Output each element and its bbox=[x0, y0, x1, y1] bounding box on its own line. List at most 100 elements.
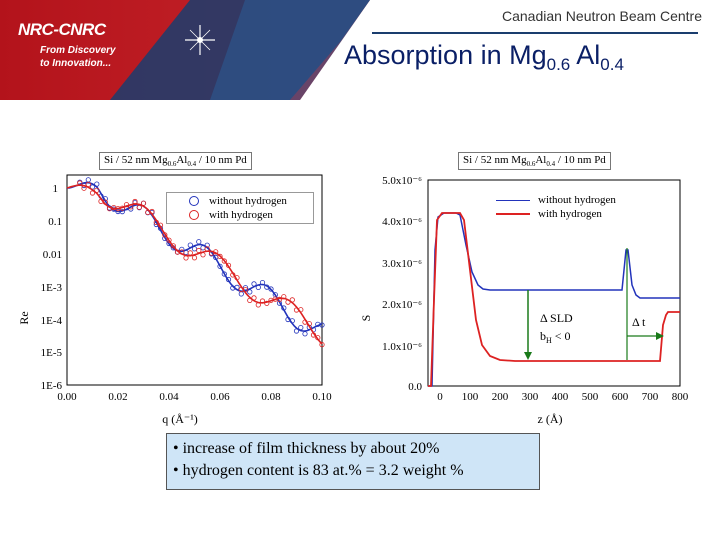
legend-label: with hydrogen bbox=[538, 208, 602, 220]
right-y-tick: 1.0x10⁻⁶ bbox=[382, 341, 422, 353]
with-hydrogen-point bbox=[136, 204, 142, 210]
with-hydrogen-point bbox=[319, 341, 325, 348]
annotation-bh-rest: < 0 bbox=[552, 329, 571, 343]
right-x-tick: 200 bbox=[492, 391, 509, 403]
notes-box: • increase of film thickness by about 20… bbox=[166, 433, 540, 490]
annotation-bh-letter: b bbox=[540, 329, 546, 343]
left-y-tick: 0.1 bbox=[48, 216, 62, 228]
annotation-bh-sub: H bbox=[546, 336, 552, 345]
left-title-sub: 0.4 bbox=[187, 160, 197, 169]
without-hydrogen-point bbox=[111, 206, 117, 212]
without-hydrogen-point bbox=[191, 246, 198, 252]
with-hydrogen-point bbox=[170, 243, 176, 249]
right-x-tick: 100 bbox=[462, 391, 479, 403]
title-sub-2: 0.4 bbox=[600, 55, 624, 74]
with-hydrogen-point bbox=[191, 255, 198, 261]
note-item: • increase of film thickness by about 20… bbox=[173, 440, 440, 457]
left-title-sub: 0.6 bbox=[167, 160, 177, 169]
with-hydrogen-point bbox=[247, 297, 253, 303]
without-hydrogen-point bbox=[149, 210, 155, 216]
with-hydrogen-point bbox=[94, 187, 100, 193]
with-hydrogen-point bbox=[179, 249, 185, 255]
without-hydrogen-point bbox=[298, 324, 304, 331]
without-hydrogen-fit bbox=[66, 181, 323, 332]
left-x-tick: 0.06 bbox=[210, 391, 230, 403]
right-x-tick: 0 bbox=[437, 391, 443, 403]
arrow-head-icon bbox=[524, 352, 532, 360]
slide-title: Absorption in Mg0.6 Al0.4 bbox=[344, 40, 624, 75]
with-hydrogen-point bbox=[204, 246, 210, 252]
without-hydrogen-point bbox=[310, 327, 317, 333]
tagline-line-1: From Discovery bbox=[40, 45, 116, 56]
header-banner: NRC-CNRC From Discovery to Innovation... bbox=[0, 0, 720, 100]
with-hydrogen-point bbox=[285, 299, 291, 305]
with-hydrogen-point bbox=[85, 181, 91, 187]
without-hydrogen-point bbox=[153, 221, 159, 228]
with-hydrogen-point bbox=[119, 205, 125, 211]
left-x-ticks: 0.00 0.02 0.04 0.06 0.08 0.10 bbox=[57, 391, 332, 403]
legend-label: without hydrogen bbox=[538, 194, 616, 206]
legend-item: with hydrogen bbox=[171, 208, 309, 222]
right-title-sub: 0.6 bbox=[526, 160, 536, 169]
left-y-tick: 1E-3 bbox=[41, 282, 63, 294]
without-hydrogen-point bbox=[242, 285, 249, 291]
left-y-tick: 1 bbox=[53, 183, 59, 195]
with-hydrogen-point bbox=[276, 296, 283, 302]
without-hydrogen-point bbox=[102, 196, 108, 202]
without-hydrogen-point bbox=[179, 246, 185, 252]
with-hydrogen-point bbox=[264, 300, 270, 306]
left-title-text: Si / 52 nm Mg bbox=[104, 154, 168, 166]
with-hydrogen-point bbox=[234, 275, 240, 281]
title-sub-1: 0.6 bbox=[546, 55, 571, 74]
with-hydrogen-point bbox=[293, 307, 300, 313]
without-hydrogen-point bbox=[166, 240, 172, 247]
left-y-ticks: 1 0.1 0.01 1E-3 1E-4 1E-5 1E-6 bbox=[41, 183, 63, 392]
banner-blue-shape-2 bbox=[210, 0, 370, 100]
without-hydrogen-point bbox=[98, 193, 104, 199]
without-hydrogen-point bbox=[128, 206, 134, 212]
red-circle-icon bbox=[189, 210, 199, 220]
without-hydrogen-point bbox=[170, 245, 176, 251]
legend-label: with hydrogen bbox=[209, 209, 273, 221]
with-hydrogen-point bbox=[200, 252, 206, 258]
left-x-label: q (Å⁻¹) bbox=[162, 412, 198, 426]
with-hydrogen-point bbox=[217, 253, 223, 259]
with-hydrogen-point bbox=[140, 200, 147, 206]
without-hydrogen-point bbox=[213, 254, 219, 260]
without-hydrogen-point bbox=[302, 331, 308, 337]
with-hydrogen-point bbox=[183, 255, 189, 261]
with-hydrogen-point bbox=[162, 232, 168, 238]
without-hydrogen-point bbox=[268, 286, 274, 292]
right-y-tick: 4.0x10⁻⁶ bbox=[382, 216, 422, 228]
right-x-tick: 700 bbox=[642, 391, 659, 403]
tagline-line-2: to Innovation... bbox=[40, 58, 112, 69]
without-hydrogen-point bbox=[247, 289, 253, 295]
with-hydrogen-point bbox=[302, 319, 308, 325]
legend-item: without hydrogen bbox=[171, 194, 309, 208]
without-hydrogen-point bbox=[230, 285, 236, 291]
left-y-tick: 1E-5 bbox=[41, 347, 63, 359]
without-hydrogen-point bbox=[94, 181, 100, 187]
without-hydrogen-point bbox=[136, 205, 142, 211]
with-hydrogen-point bbox=[187, 250, 193, 256]
with-hydrogen-point bbox=[315, 335, 321, 341]
with-hydrogen-point bbox=[89, 190, 96, 196]
left-legend: without hydrogen with hydrogen bbox=[166, 192, 314, 224]
without-hydrogen-point bbox=[319, 322, 325, 328]
right-x-tick: 500 bbox=[582, 391, 599, 403]
with-hydrogen-point bbox=[221, 258, 227, 264]
without-hydrogen-point bbox=[162, 235, 168, 241]
without-hydrogen-point bbox=[259, 279, 266, 286]
with-hydrogen-point bbox=[123, 202, 130, 208]
left-x-tick: 0.10 bbox=[312, 391, 332, 403]
with-hydrogen-point bbox=[81, 185, 87, 191]
without-hydrogen-point bbox=[174, 249, 181, 255]
without-hydrogen-point bbox=[285, 316, 291, 323]
without-hydrogen-point bbox=[225, 276, 232, 283]
left-y-tick: 1E-4 bbox=[41, 315, 63, 327]
without-hydrogen-point bbox=[119, 209, 125, 215]
right-x-tick: 800 bbox=[672, 391, 689, 403]
title-main: Absorption in Mg bbox=[344, 40, 547, 70]
right-x-tick: 600 bbox=[612, 391, 629, 403]
without-hydrogen-point bbox=[281, 305, 287, 311]
